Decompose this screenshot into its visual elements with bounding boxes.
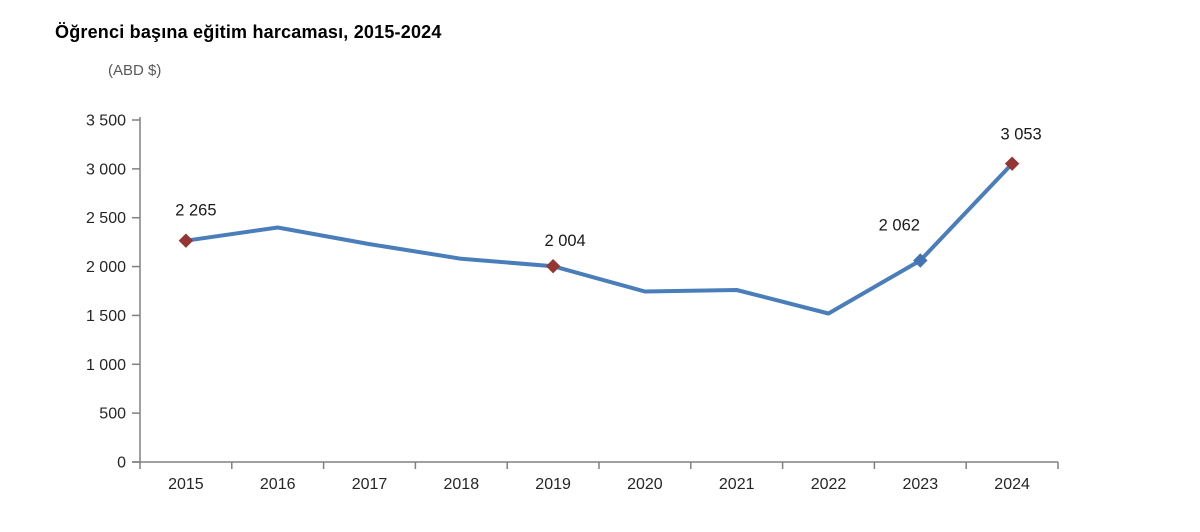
x-tick-label: 2015	[168, 476, 204, 493]
x-tick-label: 2022	[811, 476, 847, 493]
x-tick-label: 2023	[903, 476, 939, 493]
y-tick-label: 500	[99, 406, 126, 423]
y-tick-label: 1 000	[86, 357, 126, 374]
x-tick-label: 2020	[627, 476, 663, 493]
data-point-marker	[1004, 156, 1020, 171]
y-tick-label: 2 000	[86, 259, 126, 276]
data-point-marker	[178, 233, 194, 248]
x-tick-label: 2017	[352, 476, 388, 493]
data-point-label: 2 062	[879, 217, 920, 235]
y-tick-label: 1 500	[86, 308, 126, 325]
x-tick-label: 2024	[994, 476, 1030, 493]
x-tick-label: 2018	[444, 476, 480, 493]
data-point-label: 2 265	[175, 202, 216, 220]
y-tick-label: 3 000	[86, 161, 126, 178]
data-point-marker	[545, 258, 561, 274]
data-line-series	[183, 161, 1015, 316]
unit-label: (ABD $)	[108, 62, 162, 79]
x-tick-label: 2016	[260, 476, 296, 493]
data-point-label: 2 004	[544, 232, 585, 250]
x-tick-label: 2019	[535, 476, 571, 493]
y-tick-label: 3 500	[86, 113, 126, 130]
chart-title: Öğrenci başına eğitim harcaması, 2015-20…	[55, 22, 442, 42]
y-tick-label: 0	[117, 455, 126, 472]
data-point-marker	[913, 253, 928, 268]
data-point-label: 3 053	[1000, 126, 1041, 144]
y-tick-label: 2 500	[86, 210, 126, 227]
x-tick-label: 2021	[719, 476, 755, 493]
